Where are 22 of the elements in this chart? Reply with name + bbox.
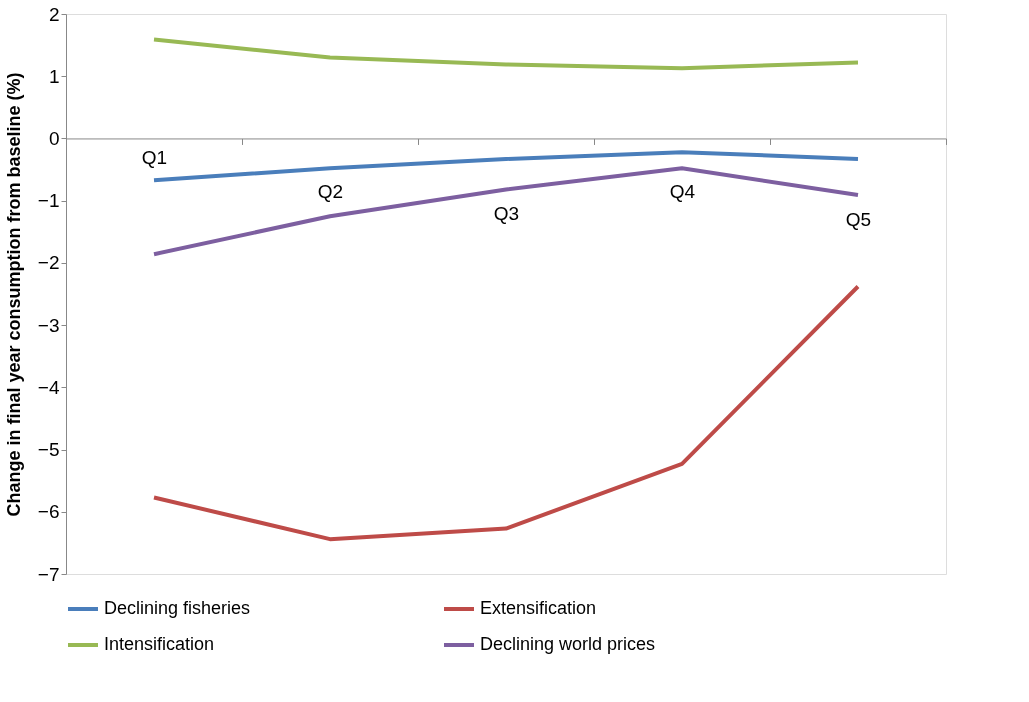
legend-label: Intensification bbox=[104, 634, 215, 654]
y-tick-label: 1 bbox=[48, 65, 60, 87]
legend-label: Declining fisheries bbox=[104, 598, 251, 618]
y-axis-title: Change in final year consumption from baseline (%) bbox=[3, 72, 24, 517]
x-tick-label: Q3 bbox=[493, 202, 520, 224]
x-tick-label: Q4 bbox=[669, 180, 696, 202]
y-tick-label: −5 bbox=[37, 439, 60, 461]
x-tick-label: Q2 bbox=[317, 180, 344, 202]
legend-label: Extensification bbox=[480, 598, 597, 618]
y-tick-label: −1 bbox=[37, 190, 60, 212]
y-tick-label: −6 bbox=[37, 501, 60, 523]
line-series bbox=[152, 37, 860, 71]
y-tick-label: −4 bbox=[37, 376, 60, 398]
line-series bbox=[152, 284, 860, 542]
y-tick-label: −3 bbox=[37, 314, 60, 336]
y-tick-label: 2 bbox=[48, 3, 60, 25]
y-tick-label: −7 bbox=[37, 563, 60, 585]
y-tick-label: −2 bbox=[37, 252, 60, 274]
legend-label: Declining world prices bbox=[480, 634, 656, 654]
x-tick-label: Q5 bbox=[845, 208, 872, 230]
y-tick-label: 0 bbox=[48, 127, 60, 149]
x-tick-label: Q1 bbox=[141, 146, 168, 168]
